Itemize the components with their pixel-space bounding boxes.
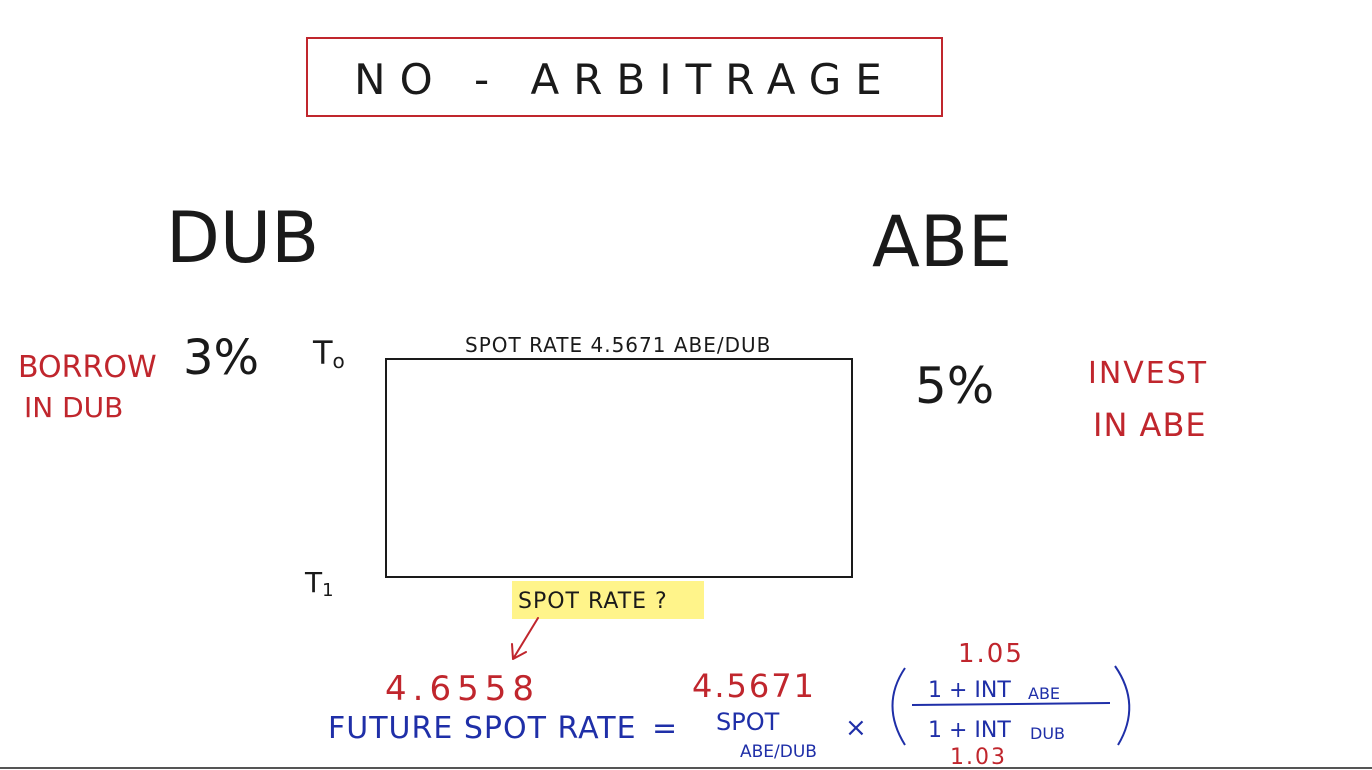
rate-abe: 5%	[915, 357, 994, 415]
country-abe: ABE	[872, 201, 1012, 283]
times-sign: ×	[845, 713, 867, 743]
numerator-value: 1.05	[958, 639, 1024, 669]
time-label-t1: T1	[304, 566, 334, 601]
spot-rate-top: SPOT RATE 4.5671 ABE/DUB	[465, 333, 771, 357]
title-box	[306, 37, 943, 117]
numerator-label: 1 + INT	[928, 678, 1011, 703]
denominator-value: 1.03	[950, 745, 1007, 770]
spot-rate-question: SPOT RATE ?	[518, 589, 668, 614]
denominator-subscript: DUB	[1030, 724, 1065, 743]
right-parenthesis	[1114, 665, 1131, 746]
rate-dub: 3%	[183, 330, 259, 386]
future-spot-label: FUTURE SPOT RATE	[328, 711, 637, 746]
fraction-bar	[911, 702, 1111, 706]
equals-sign: =	[652, 711, 677, 746]
invest-label-line1: INVEST	[1088, 356, 1208, 391]
spot-value: 4.5671	[692, 667, 816, 705]
invest-label-line2: IN ABE	[1093, 406, 1207, 444]
denominator-label: 1 + INT	[928, 718, 1011, 743]
country-dub: DUB	[166, 197, 319, 279]
arrow-to-future-rate	[511, 617, 539, 660]
future-spot-value: 4.6558	[385, 669, 540, 709]
time-label-t0: To	[312, 334, 345, 373]
timeline-box	[385, 358, 853, 578]
borrow-label-line1: BORROW	[18, 350, 157, 385]
spot-label: SPOT	[716, 708, 780, 736]
borrow-label-line2: IN DUB	[24, 391, 123, 424]
numerator-subscript: ABE	[1028, 684, 1060, 703]
spot-rate-question-highlight	[512, 581, 704, 619]
spot-subscript: ABE/DUB	[740, 742, 817, 762]
left-parenthesis	[891, 667, 906, 746]
title-text: NO - ARBITRAGE	[354, 55, 896, 104]
